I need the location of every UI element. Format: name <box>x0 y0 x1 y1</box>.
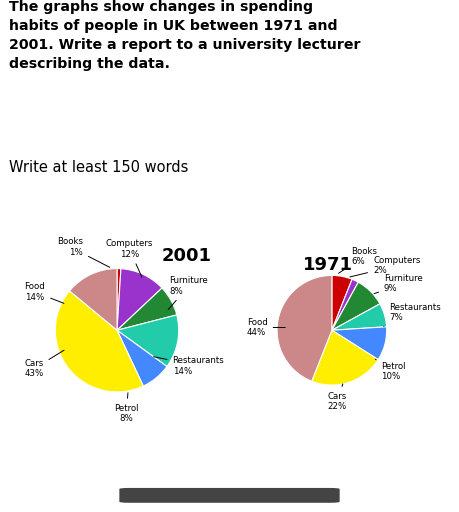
Wedge shape <box>56 291 143 392</box>
Wedge shape <box>117 315 179 367</box>
Wedge shape <box>332 304 386 330</box>
Text: Restaurants
7%: Restaurants 7% <box>384 303 441 326</box>
Wedge shape <box>69 269 117 330</box>
Wedge shape <box>117 288 177 330</box>
Text: 1971: 1971 <box>303 256 353 274</box>
Text: Write at least 150 words: Write at least 150 words <box>9 160 189 175</box>
Text: Food
44%: Food 44% <box>247 318 285 337</box>
Text: Furniture
9%: Furniture 9% <box>374 274 423 294</box>
Wedge shape <box>312 330 378 385</box>
Text: Spending habits of people in UK between 1971 and 2: Spending habits of people in UK between … <box>6 434 373 447</box>
Wedge shape <box>332 282 380 330</box>
Text: Food
14%: Food 14% <box>24 282 64 303</box>
Text: The graphs show changes in spending
habits of people in UK between 1971 and
2001: The graphs show changes in spending habi… <box>9 0 361 71</box>
Text: Computers
12%: Computers 12% <box>106 239 153 277</box>
Text: 2001: 2001 <box>162 247 212 265</box>
Text: Petrol
8%: Petrol 8% <box>114 393 139 423</box>
Text: Restaurants
14%: Restaurants 14% <box>154 356 224 376</box>
Text: Books
6%: Books 6% <box>339 246 377 273</box>
Text: Cars
22%: Cars 22% <box>328 384 347 411</box>
Wedge shape <box>332 327 386 359</box>
Text: Computers
2%: Computers 2% <box>350 256 420 277</box>
Wedge shape <box>117 269 162 330</box>
Text: ▲: ▲ <box>418 431 434 451</box>
Wedge shape <box>117 269 121 330</box>
Wedge shape <box>332 275 352 330</box>
Text: Cars
43%: Cars 43% <box>24 350 64 378</box>
Text: Petrol
10%: Petrol 10% <box>375 359 406 381</box>
Wedge shape <box>277 275 332 381</box>
Wedge shape <box>117 330 167 386</box>
FancyBboxPatch shape <box>119 488 340 503</box>
Text: Furniture
8%: Furniture 8% <box>168 276 208 310</box>
Wedge shape <box>332 279 358 330</box>
Text: Books
1%: Books 1% <box>57 237 110 267</box>
